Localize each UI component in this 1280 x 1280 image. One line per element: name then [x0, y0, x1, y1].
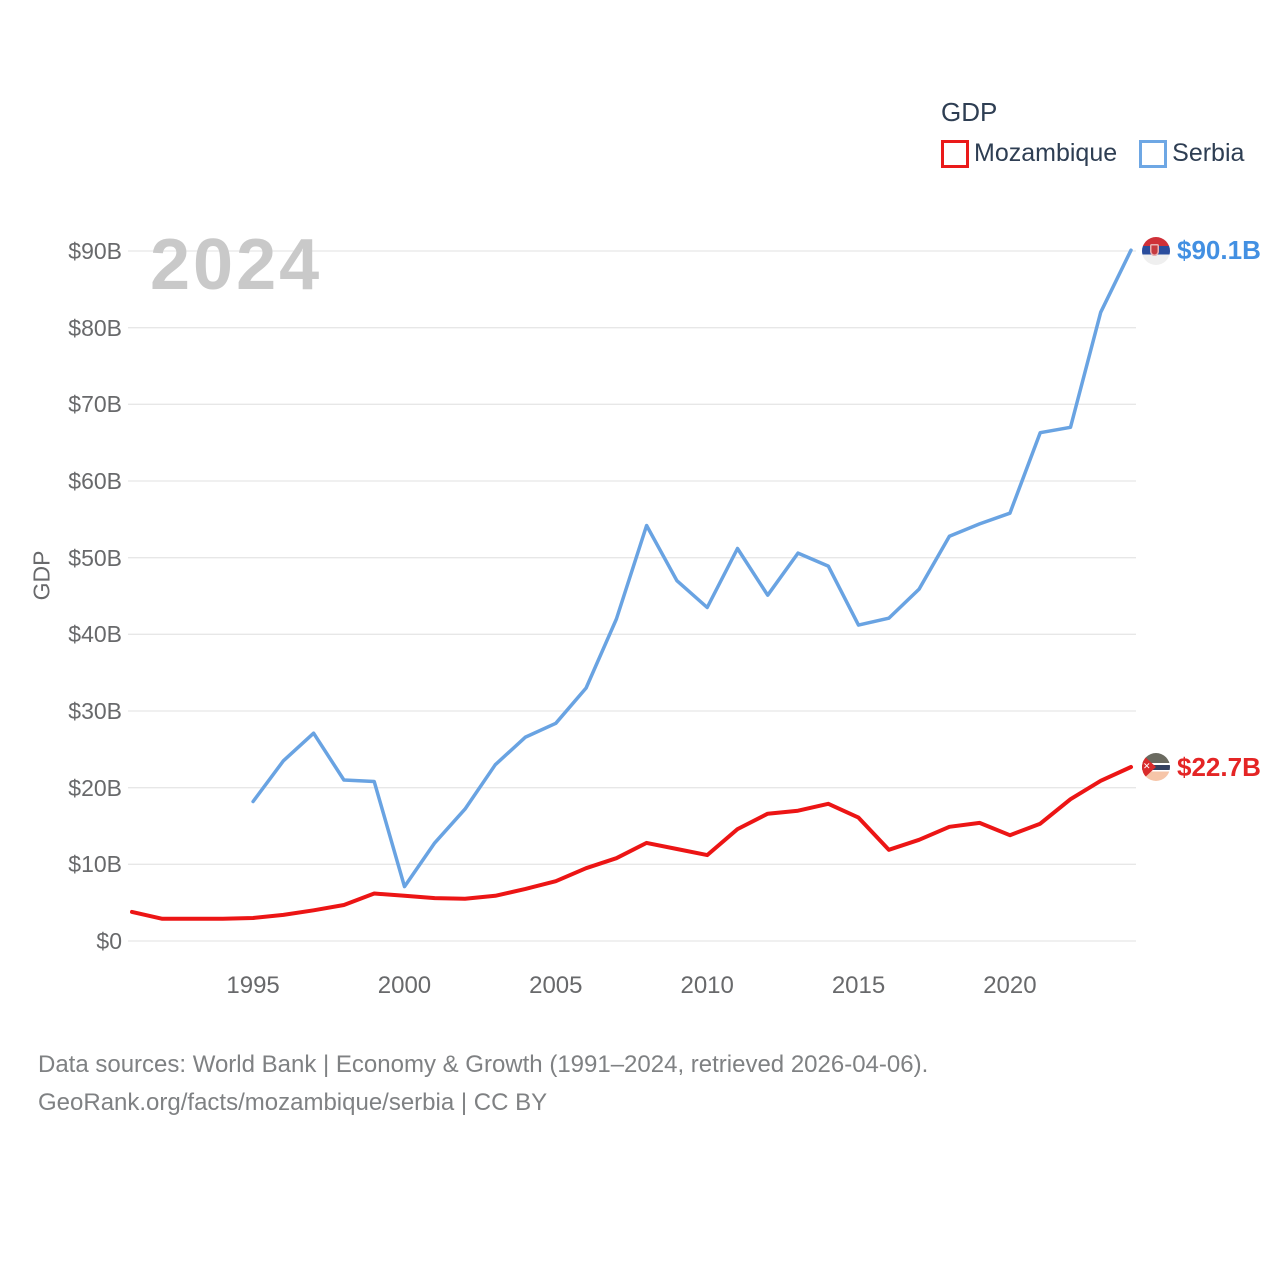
y-tick-label: $80B: [68, 314, 122, 341]
legend-title: GDP: [941, 97, 998, 127]
x-tick-label: 2005: [529, 972, 583, 999]
end-label-serbia: $90.1B: [1142, 235, 1261, 266]
x-tick-label: 2000: [377, 972, 432, 999]
serbia-flag-icon: [1142, 236, 1170, 265]
legend: GDP Mozambique Serbia: [941, 97, 1244, 168]
series-line-serbia[interactable]: [251, 248, 1133, 889]
end-value-mozambique: $22.7B: [1177, 751, 1261, 782]
end-label-mozambique: ✕ $22.7B: [1142, 752, 1261, 783]
x-tick-label: 2010: [680, 972, 734, 999]
mozambique-flag-icon: ✕: [1142, 753, 1170, 782]
gridlines: [128, 250, 1136, 942]
y-tick-label: $40B: [68, 621, 122, 648]
legend-label-serbia: Serbia: [1172, 139, 1245, 167]
x-tick-label: 2015: [831, 972, 886, 999]
legend-swatch-serbia-icon: [1139, 139, 1168, 168]
legend-row: Mozambique Serbia: [941, 139, 1244, 168]
footer-attribution-line: GeoRank.org/facts/mozambique/serbia | CC…: [38, 1089, 548, 1116]
x-tick-label: 2020: [983, 972, 1037, 999]
series-line-mozambique[interactable]: [130, 765, 1133, 921]
series-lines: [130, 248, 1133, 921]
y-tick-label: $10B: [68, 851, 122, 878]
end-value-serbia: $90.1B: [1177, 235, 1261, 266]
y-tick-label: $90B: [68, 238, 122, 264]
year-watermark: 2024: [150, 225, 323, 305]
x-tick-label: 1995: [226, 972, 280, 999]
footer-sources-line: Data sources: World Bank | Economy & Gro…: [38, 1051, 929, 1078]
footer: Data sources: World Bank | Economy & Gro…: [38, 1046, 928, 1122]
y-tick-label: $70B: [68, 391, 122, 418]
y-tick-label: $20B: [68, 774, 122, 801]
y-tick-label: $30B: [68, 698, 122, 724]
y-tick-label: $60B: [68, 468, 122, 494]
y-tick-label: $0: [96, 928, 122, 954]
legend-item-serbia[interactable]: Serbia: [1139, 139, 1244, 168]
y-axis-title: GDP: [28, 550, 55, 601]
y-tick-label: $50B: [68, 544, 122, 571]
legend-swatch-mozambique-icon: [941, 139, 969, 168]
legend-item-mozambique[interactable]: Mozambique: [941, 139, 1117, 168]
legend-label-mozambique: Mozambique: [974, 139, 1118, 167]
